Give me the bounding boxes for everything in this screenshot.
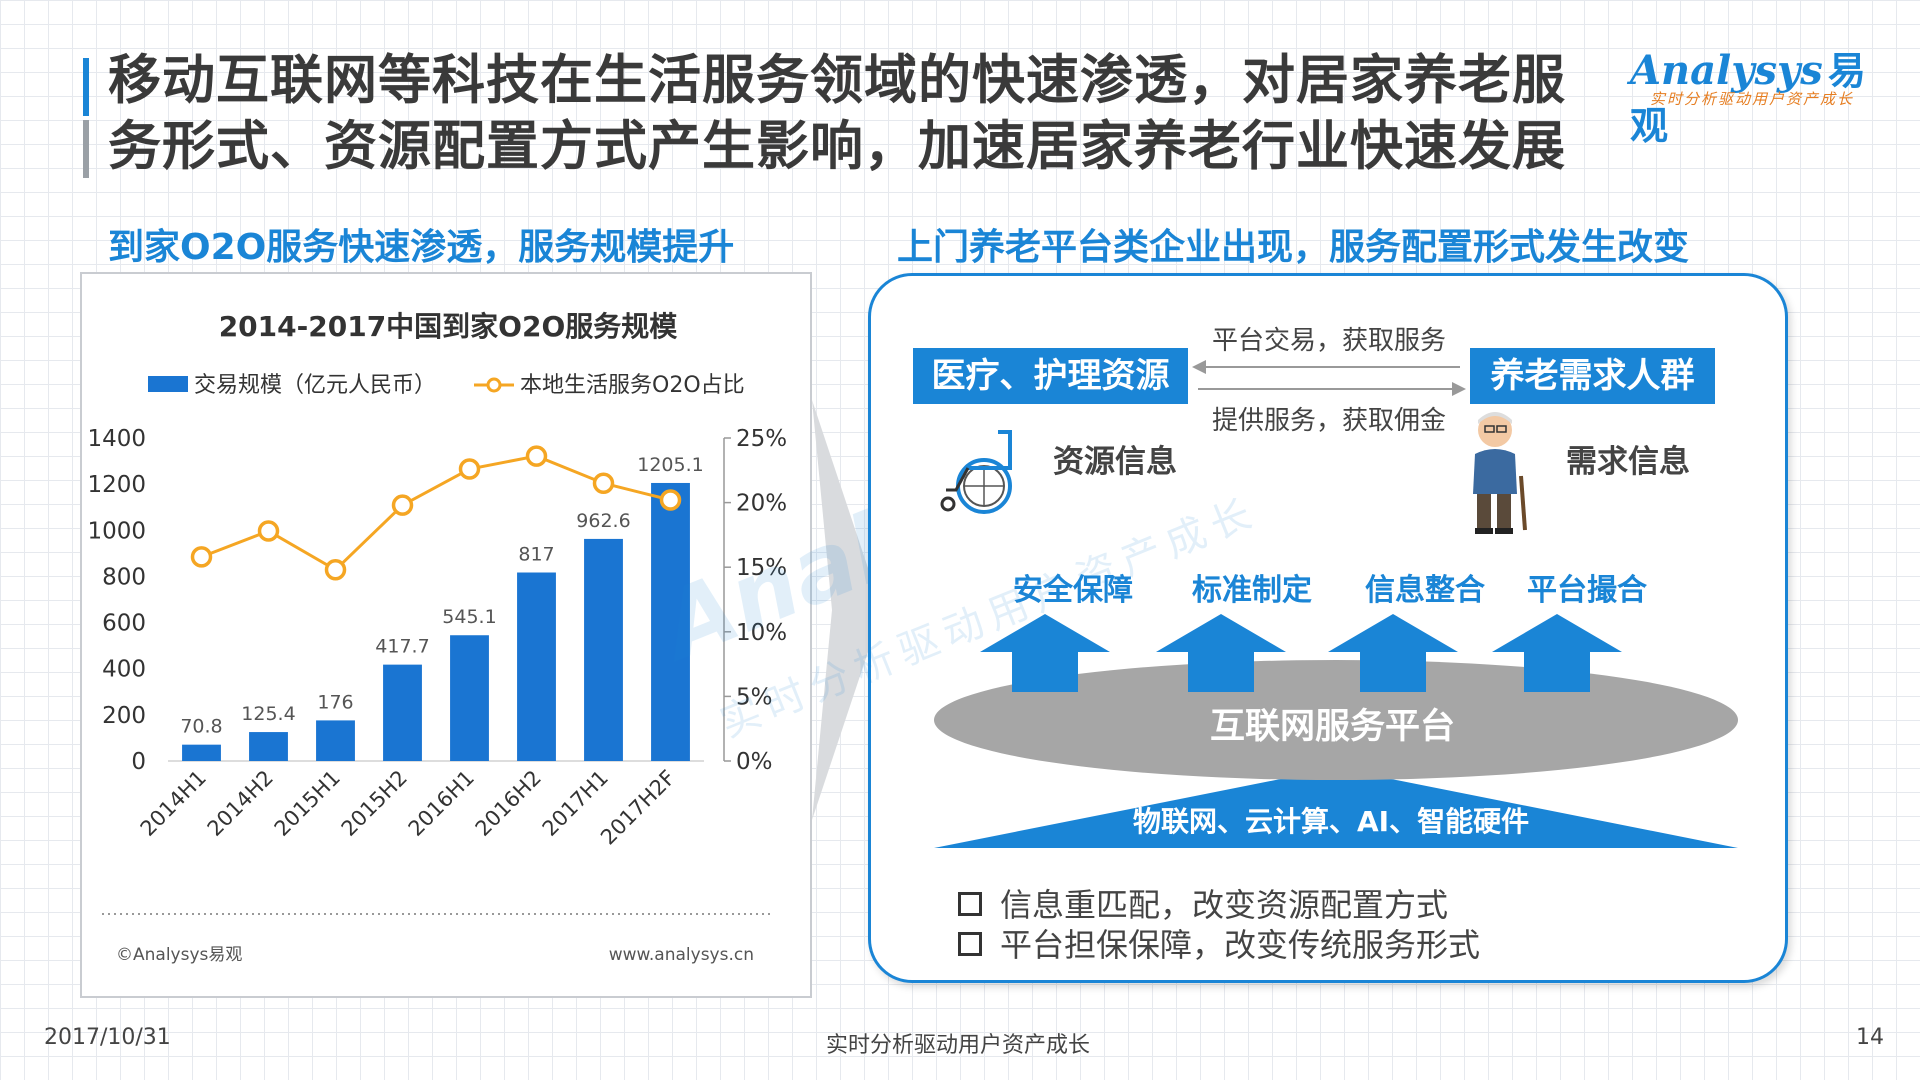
arrow-top-label: 平台交易，获取服务 [1212,326,1447,356]
page-number: 14 [1856,1025,1884,1050]
y-right-tick-label: 15% [736,555,787,581]
chevron-right-icon [812,400,882,820]
bar-value-label: 70.8 [180,716,222,738]
arrow-bottom-label: 提供服务，获取佣金 [1212,406,1447,436]
bar-value-label: 125.4 [241,703,295,725]
demand-box: 养老需求人群 [1470,348,1715,404]
x-tick-label: 2014H2 [203,766,278,841]
x-tick-label: 2015H2 [337,766,412,841]
chart-title: 2014-2017中国到家O2O服务规模 [219,310,679,343]
y-left-tick-label: 800 [102,564,146,590]
logo-slogan: 实时分析驱动用户资产成长 [1650,90,1855,108]
y-left-tick-label: 1000 [87,518,146,544]
logo-brand-cn: 易观 [1630,49,1866,148]
bar-value-label: 817 [518,544,554,566]
bullet-item: 信息重匹配，改变资源配置方式 [958,880,1448,926]
up-arrow-2 [1156,614,1286,692]
right-section-heading: 上门养老平台类企业出现，服务配置形式发生改变 [897,227,1690,268]
y-right-tick-label: 25% [736,426,787,452]
demand-info-label: 需求信息 [1566,444,1690,480]
share-point-2015H1 [324,559,347,581]
y-left-tick-label: 400 [102,657,146,683]
wheelchair-icon [940,430,1012,514]
left-section-heading: 到家O2O服务快速渗透，服务规模提升 [108,227,735,268]
bar-2017H2F [651,482,690,761]
analysys-logo: Analysys 易观 [1630,40,1870,148]
y-left-tick-label: 600 [102,611,146,637]
title-accent-bar-grey [83,120,89,178]
legend-bar-label: 交易规模（亿元人民币） [194,373,436,398]
bar-2014H2 [249,732,288,761]
technology-base-label: 物联网、云计算、AI、智能硬件 [1133,805,1530,838]
bar-2015H1 [316,720,355,761]
y-left-tick-label: 1200 [87,472,146,498]
chart-source-left: ©Analysys易观 [116,945,242,965]
x-tick-label: 2016H2 [471,766,546,841]
bar-value-label: 962.6 [576,510,630,532]
page-title-line1: 移动互联网等科技在生活服务领域的快速渗透，对居家养老服 [108,50,1566,111]
y-left-tick-label: 0 [131,749,146,775]
bar-value-label: 417.7 [375,636,429,658]
y-right-tick-label: 0% [736,749,773,775]
up-label-integration: 信息整合 [1365,573,1485,608]
bullet-item: 平台担保保障，改变传统服务形式 [958,920,1480,966]
x-tick-label: 2014H1 [136,766,211,841]
checkbox-square-icon [958,932,982,956]
up-label-standards: 标准制定 [1192,573,1312,608]
chart-source-right: www.analysys.cn [609,945,754,965]
y-right-tick-label: 20% [736,491,787,517]
legend-line-label: 本地生活服务O2O占比 [520,373,745,398]
bullet-text-1: 信息重匹配，改变资源配置方式 [1000,886,1449,924]
y-right-tick-label: 5% [736,684,773,710]
bullet-text-2: 平台担保保障，改变传统服务形式 [1000,926,1481,964]
platform-label: 互联网服务平台 [1210,707,1456,747]
y-right-tick-label: 10% [736,620,787,646]
technology-base [934,768,1738,848]
y-left-tick-label: 200 [102,703,146,729]
platform-diagram [934,614,1738,848]
up-arrow-3 [1328,614,1458,692]
bar-value-label: 1205.1 [637,454,703,476]
footer-slogan: 实时分析驱动用户资产成长 [826,1033,1091,1058]
share-point-2015H2 [391,494,414,516]
page-title-line2: 务形式、资源配置方式产生影响，加速居家养老行业快速发展 [108,116,1566,177]
logo-brand: Analysys [1630,47,1823,94]
share-point-2014H2 [257,520,280,542]
page-title: 移动互联网等科技在生活服务领域的快速渗透，对居家养老服 务形式、资源配置方式产生… [108,48,1628,180]
bar-value-label: 545.1 [442,606,496,628]
title-accent-bar [83,58,89,116]
bar-2014H1 [182,744,221,761]
exchange-arrows [1192,360,1466,396]
bar-value-label: 176 [317,691,353,713]
bar-2015H2 [383,664,422,761]
x-tick-label: 2016H1 [404,766,479,841]
legend-line-marker [486,377,502,393]
elderly-person-icon [1473,412,1527,534]
bar-2017H1 [584,538,623,761]
up-arrow-1 [980,614,1110,692]
footer-date: 2017/10/31 [44,1025,171,1050]
x-tick-label: 2017H2F [596,766,680,850]
up-label-matching: 平台撮合 [1527,573,1647,608]
legend-bar-swatch [148,376,188,392]
up-label-safety: 安全保障 [1013,573,1133,608]
resource-box: 医疗、护理资源 [913,348,1188,404]
share-point-2017H1 [592,472,615,494]
up-arrow-4 [1492,614,1622,692]
share-point-2017H2F [659,489,682,511]
bar-2016H2 [517,572,556,761]
chart-panel: 2014-2017中国到家O2O服务规模 交易规模（亿元人民币） 本地生活服务O… [80,272,812,998]
bar-2016H1 [450,635,489,761]
o2o-chart: 2014-2017中国到家O2O服务规模 交易规模（亿元人民币） 本地生活服务O… [87,310,787,965]
share-point-2014H1 [190,546,213,568]
checkbox-square-icon [958,892,982,916]
share-point-2016H2 [525,445,548,467]
share-line [200,454,671,572]
resource-info-label: 资源信息 [1053,444,1177,480]
y-left-tick-label: 1400 [87,426,146,452]
share-point-2016H1 [458,458,481,480]
x-tick-label: 2015H1 [270,766,345,841]
